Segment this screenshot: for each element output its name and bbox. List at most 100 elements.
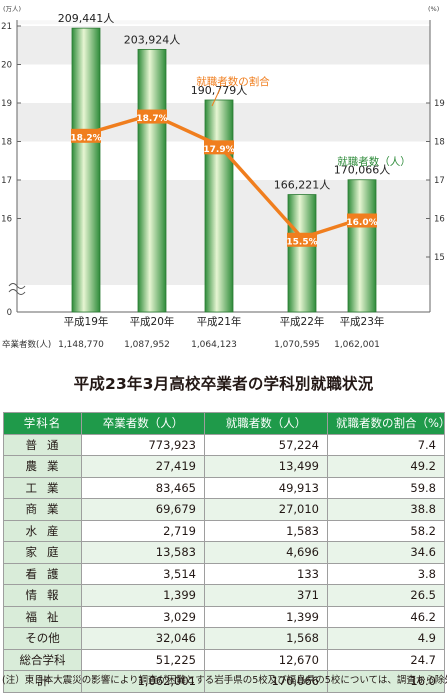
graduates-value: 1,087,952 bbox=[124, 340, 170, 350]
cell-ratio: 3.8 bbox=[327, 562, 445, 585]
ratio-marker bbox=[204, 140, 234, 155]
total-ratio: 16.0 bbox=[327, 670, 445, 693]
table-row: その他 32,046 1,568 4.9 bbox=[3, 627, 445, 650]
cell-ratio: 46.2 bbox=[327, 605, 445, 628]
department-name: その他 bbox=[3, 627, 82, 650]
cell-ratio: 4.9 bbox=[327, 627, 445, 650]
department-name: 普通 bbox=[3, 433, 82, 456]
x-tick-label: 平成23年 bbox=[340, 315, 385, 328]
x-tick-label: 平成21年 bbox=[197, 315, 242, 328]
bar bbox=[137, 48, 167, 313]
table-row: 看護 3,514 133 3.8 bbox=[3, 562, 445, 585]
ratio-data-label: 18.7% bbox=[136, 114, 167, 124]
left-axis-unit: (万人) bbox=[3, 5, 21, 13]
cell-ratio: 58.2 bbox=[327, 519, 445, 542]
department-name: 家庭 bbox=[3, 541, 82, 564]
bar-value-label: 209,441人 bbox=[58, 12, 115, 25]
graduates-value: 1,148,770 bbox=[58, 340, 104, 350]
graduates-value: 1,064,123 bbox=[191, 340, 237, 350]
cell-ratio: 34.6 bbox=[327, 541, 445, 564]
left-tick-label: 19 bbox=[1, 99, 12, 109]
total-label: 計 bbox=[3, 670, 82, 693]
department-employment-table: 学科名 卒業者数（人） 就職者数（人） 就職者数の割合（%） 普通 773,923… bbox=[3, 412, 447, 693]
cell-graduates: 773,923 bbox=[81, 433, 205, 456]
table-row: 工業 83,465 49,913 59.8 bbox=[3, 476, 445, 499]
axis-break-icon bbox=[8, 283, 26, 289]
department-name: 総合学科 bbox=[3, 648, 82, 671]
header-ratio: 就職者数の割合（%） bbox=[327, 412, 447, 435]
cell-ratio: 7.4 bbox=[327, 433, 445, 456]
department-name: 工業 bbox=[3, 476, 82, 499]
department-name: 福祉 bbox=[3, 605, 82, 628]
graduates-label: 卒業者数(人) bbox=[2, 339, 51, 350]
header-employed: 就職者数（人） bbox=[204, 412, 328, 435]
cell-employed: 1,399 bbox=[204, 605, 328, 628]
cell-graduates: 51,225 bbox=[81, 648, 205, 671]
department-name: 水産 bbox=[3, 519, 82, 542]
graduates-value: 1,062,001 bbox=[334, 340, 380, 350]
department-name: 商業 bbox=[3, 498, 82, 521]
cell-ratio: 26.5 bbox=[327, 584, 445, 607]
bar-series-label: 就職者数（人） bbox=[337, 155, 411, 168]
x-tick-label: 平成22年 bbox=[280, 315, 325, 328]
bar bbox=[287, 194, 317, 313]
cell-employed: 1,568 bbox=[204, 627, 328, 650]
department-name: 看護 bbox=[3, 562, 82, 585]
right-axis-unit: (%) bbox=[428, 5, 439, 13]
ratio-data-label: 17.9% bbox=[203, 145, 234, 155]
right-tick-label: 19 bbox=[434, 99, 445, 109]
table-header-row: 学科名 卒業者数（人） 就職者数（人） 就職者数の割合（%） bbox=[3, 412, 447, 435]
ratio-marker bbox=[287, 232, 317, 247]
left-tick-label: 16 bbox=[1, 215, 12, 225]
cell-ratio: 59.8 bbox=[327, 476, 445, 499]
left-tick-label: 0 bbox=[7, 308, 12, 318]
left-tick-label: 21 bbox=[1, 22, 12, 32]
cell-graduates: 13,583 bbox=[81, 541, 205, 564]
axis-break-icon bbox=[8, 289, 26, 295]
cell-ratio: 49.2 bbox=[327, 455, 445, 478]
cell-ratio: 38.8 bbox=[327, 498, 445, 521]
right-tick-label: 15 bbox=[434, 253, 445, 263]
table-row: 福祉 3,029 1,399 46.2 bbox=[3, 605, 445, 628]
cell-employed: 12,670 bbox=[204, 648, 328, 671]
bar bbox=[347, 179, 377, 313]
line-series-label: 就職者数の割合 bbox=[196, 75, 270, 88]
x-tick-label: 平成19年 bbox=[64, 315, 109, 328]
right-tick-label: 16 bbox=[434, 215, 445, 225]
cell-employed: 133 bbox=[204, 562, 328, 585]
table-row: 総合学科 51,225 12,670 24.7 bbox=[3, 648, 445, 671]
cell-graduates: 32,046 bbox=[81, 627, 205, 650]
ratio-data-label: 18.2% bbox=[70, 133, 101, 143]
bar-value-label: 166,221人 bbox=[274, 179, 331, 192]
cell-employed: 57,224 bbox=[204, 433, 328, 456]
left-tick-label: 20 bbox=[1, 61, 12, 71]
table-total-row: 計 1,062,001 170,066 16.0 bbox=[3, 670, 445, 693]
bar bbox=[204, 99, 234, 313]
cell-employed: 1,583 bbox=[204, 519, 328, 542]
right-tick-label: 18 bbox=[434, 138, 445, 148]
table-row: 普通 773,923 57,224 7.4 bbox=[3, 433, 445, 456]
left-tick-label: 18 bbox=[1, 138, 12, 148]
cell-employed: 27,010 bbox=[204, 498, 328, 521]
cell-graduates: 3,514 bbox=[81, 562, 205, 585]
cell-employed: 49,913 bbox=[204, 476, 328, 499]
ratio-marker bbox=[347, 213, 377, 228]
ratio-marker bbox=[137, 109, 167, 124]
table-row: 商業 69,679 27,010 38.8 bbox=[3, 498, 445, 521]
ratio-data-label: 15.5% bbox=[286, 237, 317, 247]
cell-graduates: 3,029 bbox=[81, 605, 205, 628]
table-row: 農業 27,419 13,499 49.2 bbox=[3, 455, 445, 478]
cell-employed: 4,696 bbox=[204, 541, 328, 564]
bar-value-label: 170,066人 bbox=[334, 164, 391, 177]
bar-value-label: 203,924人 bbox=[124, 33, 181, 46]
left-tick-label: 17 bbox=[1, 176, 12, 186]
cell-graduates: 69,679 bbox=[81, 498, 205, 521]
cell-graduates: 2,719 bbox=[81, 519, 205, 542]
right-tick-label: 17 bbox=[434, 176, 445, 186]
ratio-data-label: 16.0% bbox=[346, 218, 377, 228]
chart-band bbox=[17, 20, 430, 25]
header-department: 学科名 bbox=[3, 412, 82, 435]
total-employed: 170,066 bbox=[204, 670, 328, 693]
graduates-value: 1,070,595 bbox=[274, 340, 320, 350]
